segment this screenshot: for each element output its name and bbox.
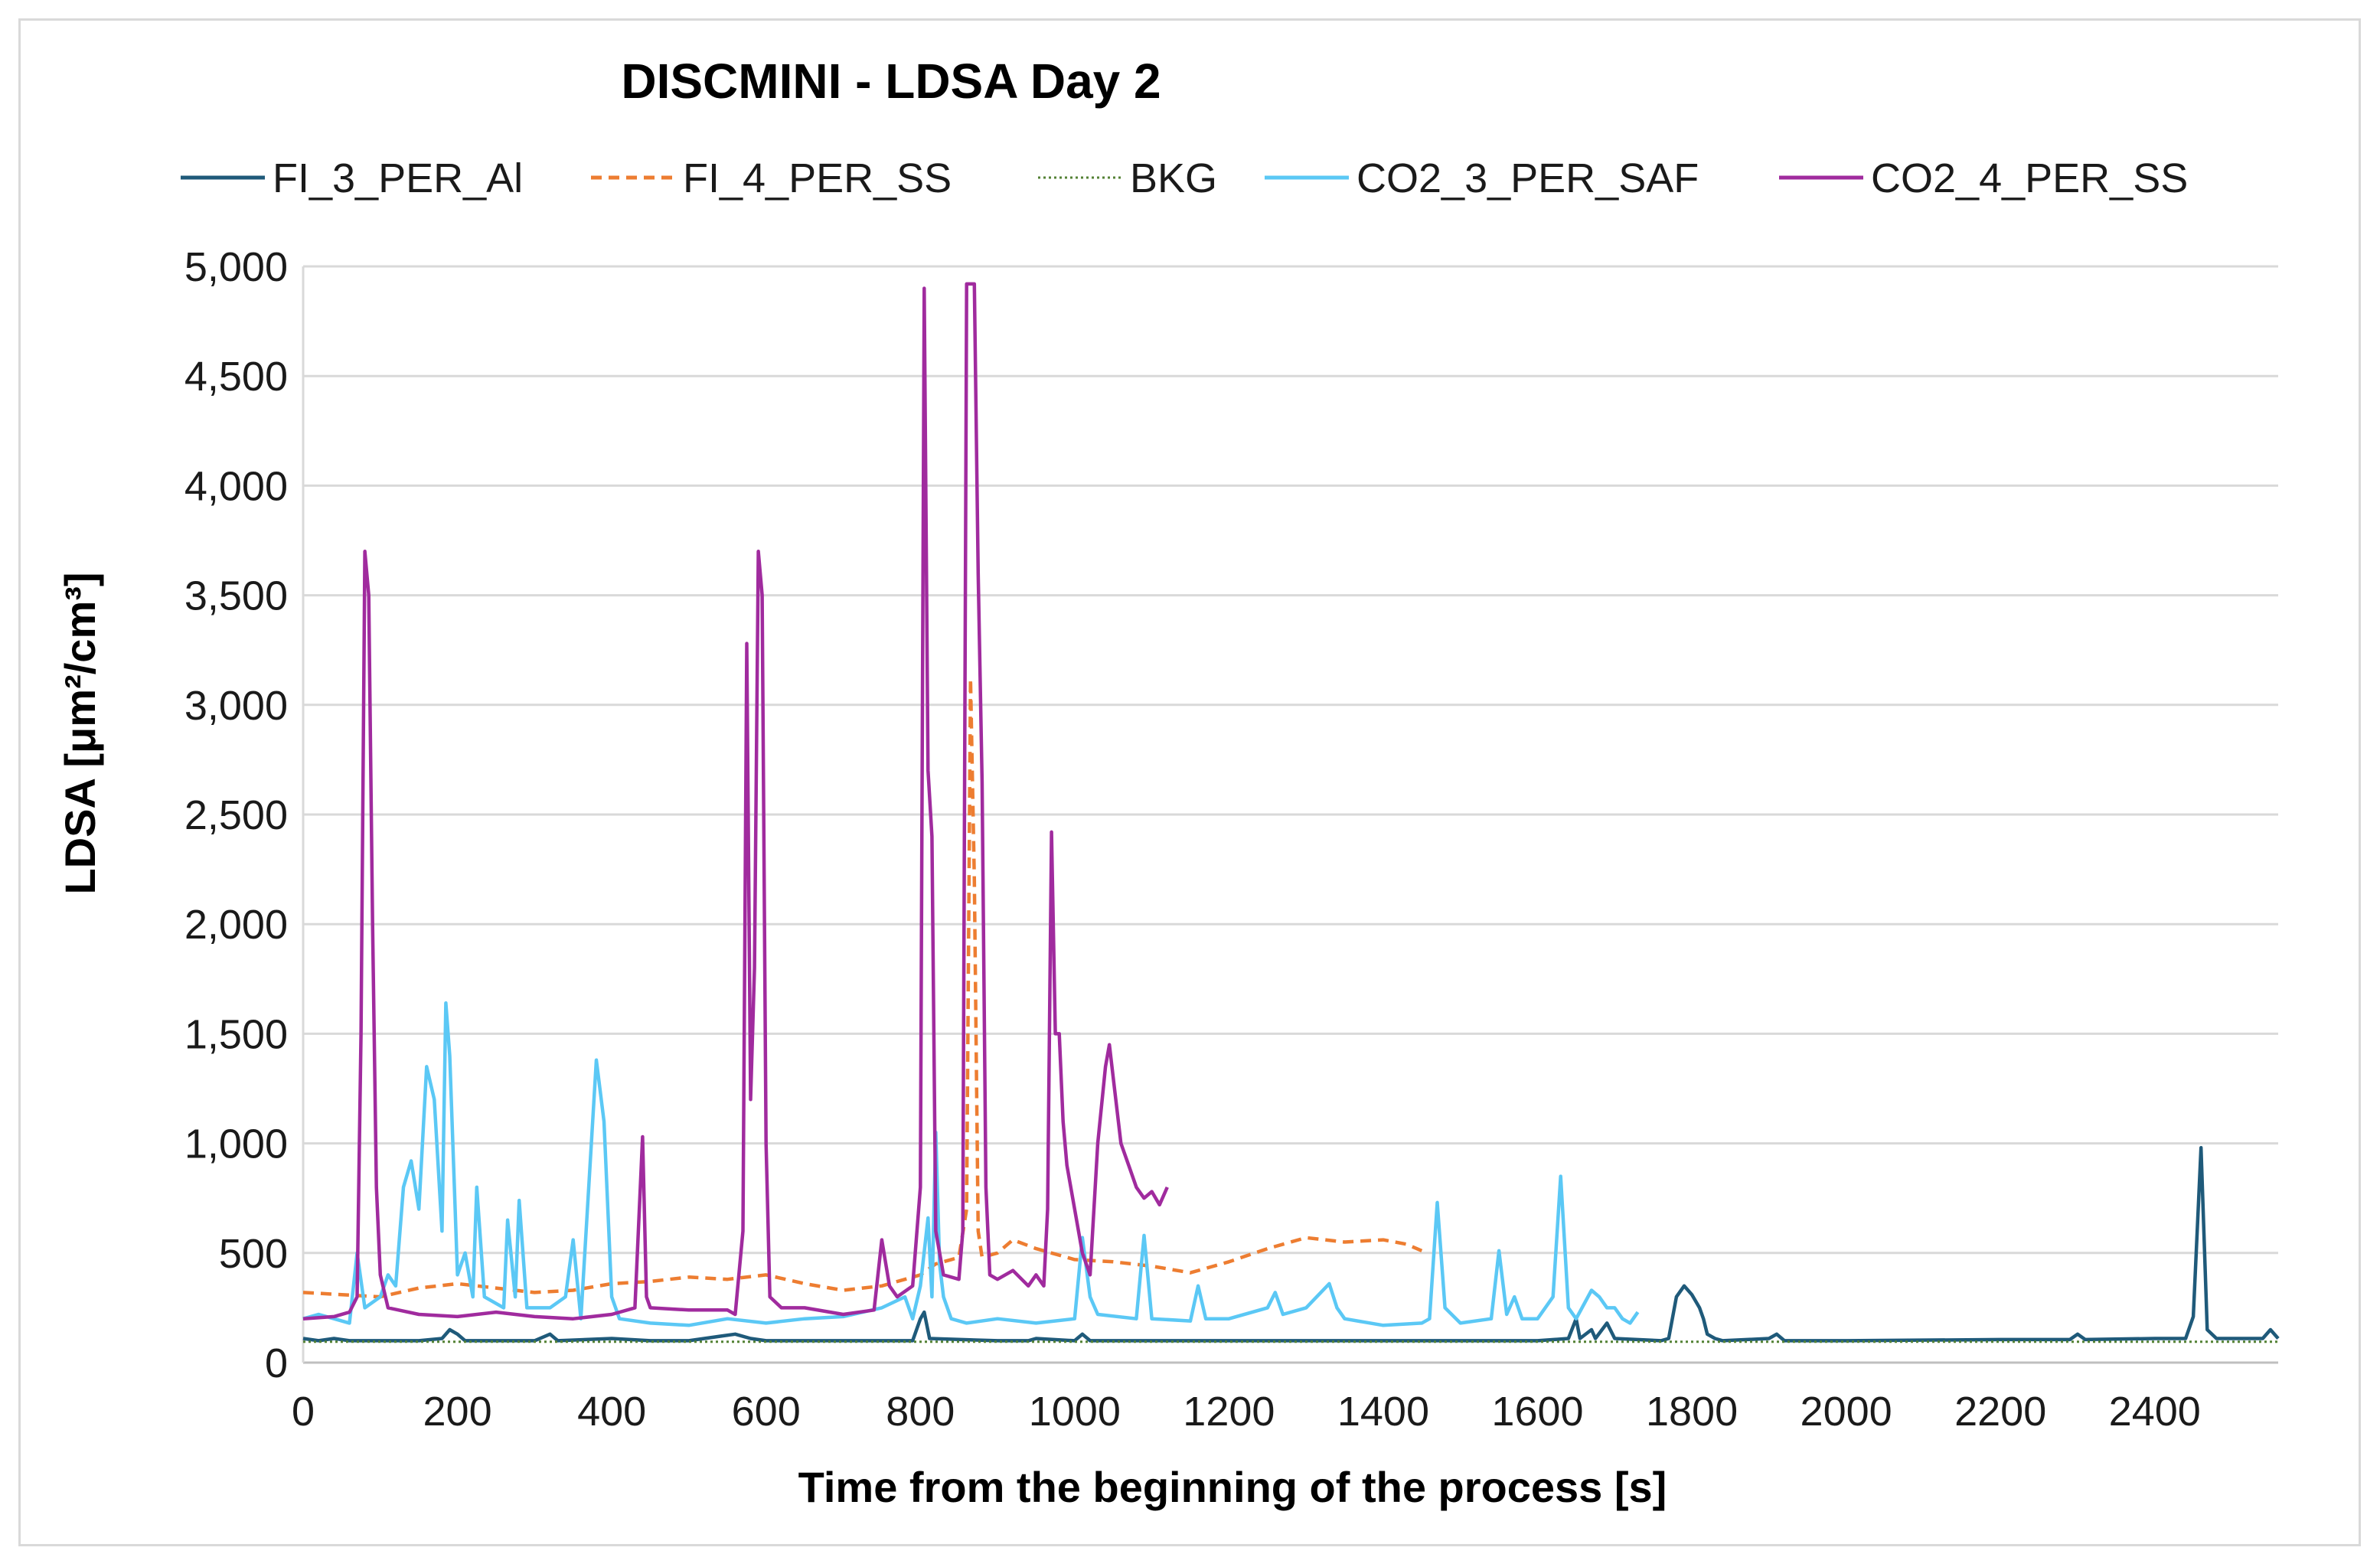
chart-title: DISCMINI - LDSA Day 2 (621, 54, 1161, 109)
x-axis-ticks: 0 200 400 600 800 1000 1200 1400 1600 1800 2000 220… (292, 1389, 2201, 1435)
x-tick-label-800: 800 (886, 1389, 955, 1435)
legend-label-FI_3_PER_Al: FI_3_PER_Al (273, 155, 523, 201)
series-line-FI_3_PER_Al (302, 1146, 2280, 1343)
x-tick-label-0: 0 (292, 1389, 315, 1435)
series-group (302, 282, 2280, 1343)
series-line-CO2_4_PER_SS (302, 282, 1169, 1321)
gridlines (302, 265, 2278, 1364)
x-tick-label-2000: 2000 (1801, 1389, 1892, 1435)
legend-label-CO2_3_PER_SAF: CO2_3_PER_SAF (1357, 155, 1699, 201)
x-tick-label-1000: 1000 (1029, 1389, 1121, 1435)
y-tick-label-2500: 2,500 (184, 792, 288, 838)
y-tick-label-3000: 3,000 (184, 683, 288, 729)
legend: FI_3_PER_Al FI_4_PER_SS BKG CO2_3_PER_SAF CO… (181, 155, 2188, 201)
x-tick-label-1800: 1800 (1646, 1389, 1738, 1435)
legend-label-CO2_4_PER_SS: CO2_4_PER_SS (1871, 155, 2188, 201)
y-tick-label-4500: 4,500 (184, 354, 288, 400)
y-tick-label-2000: 2,000 (184, 902, 288, 948)
y-tick-label-4000: 4,000 (184, 463, 288, 509)
x-tick-label-1400: 1400 (1337, 1389, 1429, 1435)
y-tick-label-3500: 3,500 (184, 573, 288, 619)
x-tick-label-1200: 1200 (1183, 1389, 1275, 1435)
x-tick-label-2400: 2400 (2109, 1389, 2201, 1435)
y-tick-label-0: 0 (265, 1340, 288, 1386)
y-tick-label-5000: 5,000 (184, 244, 288, 290)
x-tick-label-600: 600 (732, 1389, 801, 1435)
series-line-CO2_3_PER_SAF (302, 1001, 1640, 1327)
legend-label-FI_4_PER_SS: FI_4_PER_SS (683, 155, 952, 201)
y-tick-label-1500: 1,500 (184, 1011, 288, 1057)
y-tick-label-500: 500 (219, 1231, 288, 1277)
x-tick-label-2200: 2200 (1954, 1389, 2046, 1435)
y-tick-label-1000: 1,000 (184, 1121, 288, 1167)
x-tick-label-200: 200 (423, 1389, 492, 1435)
x-tick-label-1600: 1600 (1491, 1389, 1583, 1435)
y-axis-title: LDSA [μm²/cm³] (56, 572, 104, 894)
series-line-FI_4_PER_SS (302, 677, 1423, 1299)
x-axis-title: Time from the beginning of the process [… (798, 1463, 1667, 1511)
legend-label-BKG: BKG (1130, 155, 1217, 201)
y-axis-ticks: 0 500 1,000 1,500 2,000 2,500 3,000 3,500 4,000 4… (184, 244, 288, 1386)
x-tick-label-400: 400 (577, 1389, 646, 1435)
